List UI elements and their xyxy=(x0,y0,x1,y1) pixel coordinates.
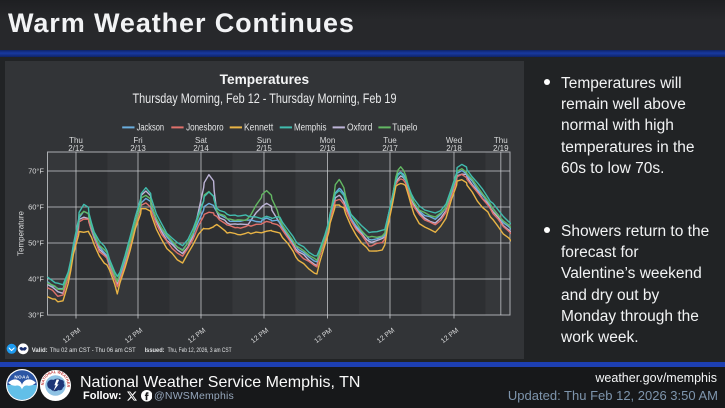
svg-text:Tupelo: Tupelo xyxy=(392,123,417,134)
svg-text:12 PM: 12 PM xyxy=(62,327,82,345)
svg-text:Kennett: Kennett xyxy=(244,123,273,134)
svg-text:70°F: 70°F xyxy=(28,167,44,176)
svg-text:12 PM: 12 PM xyxy=(124,327,144,345)
svg-text:Valid:: Valid: xyxy=(32,347,48,354)
svg-text:12 PM: 12 PM xyxy=(250,327,270,345)
svg-text:30°F: 30°F xyxy=(28,311,44,320)
svg-text:Thursday Morning, Feb 12 - Thu: Thursday Morning, Feb 12 - Thursday Morn… xyxy=(133,90,397,106)
svg-text:50°F: 50°F xyxy=(28,239,44,248)
svg-text:Temperatures: Temperatures xyxy=(220,71,310,87)
svg-text:12 PM: 12 PM xyxy=(440,327,460,345)
svg-text:Oxford: Oxford xyxy=(347,123,372,134)
svg-text:Thu, Feb 12, 2026, 3 am CST: Thu, Feb 12, 2026, 3 am CST xyxy=(168,347,232,354)
svg-text:Temperature: Temperature xyxy=(17,211,26,256)
svg-text:40°F: 40°F xyxy=(28,275,44,284)
svg-text:Jonesboro: Jonesboro xyxy=(186,123,224,134)
svg-text:NOAA: NOAA xyxy=(14,375,29,380)
svg-text:Memphis: Memphis xyxy=(294,123,327,134)
svg-text:Jackson: Jackson xyxy=(137,123,165,134)
svg-text:Thu 02 am CST - Thu 06 am CST: Thu 02 am CST - Thu 06 am CST xyxy=(50,347,136,354)
svg-text:12 PM: 12 PM xyxy=(187,327,207,345)
svg-text:12 PM: 12 PM xyxy=(313,327,333,345)
svg-text:Issued:: Issued: xyxy=(145,347,165,354)
svg-text:60°F: 60°F xyxy=(28,203,44,212)
svg-text:12 PM: 12 PM xyxy=(376,327,396,345)
